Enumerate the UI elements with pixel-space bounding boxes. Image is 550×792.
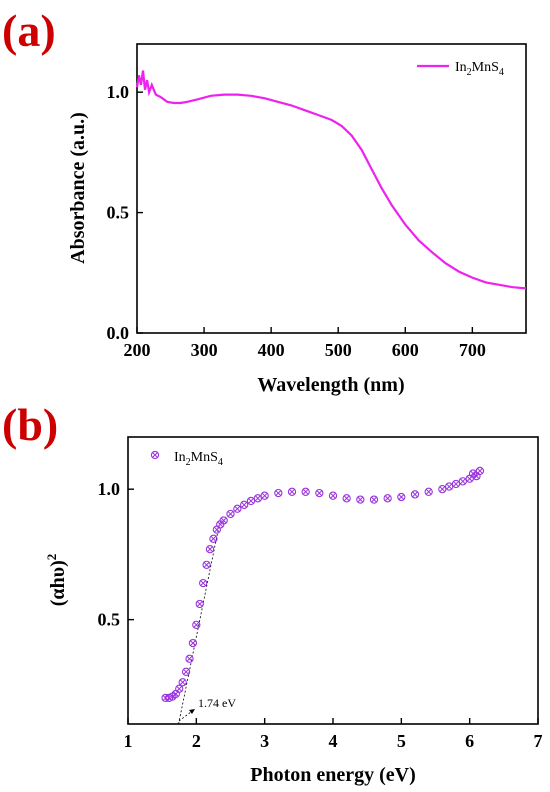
panel-b-data-point: [192, 620, 201, 630]
panel-b-data-point: [240, 500, 249, 509]
panel-b-y-tick-label: 0.5: [98, 610, 121, 630]
panel-b-data-point: [475, 466, 485, 476]
panel-b-x-axis: 1 2 3 4 5 6 7: [124, 718, 543, 751]
panel-b-data-point: [181, 667, 191, 676]
panel-a-y-tick-label: 0.5: [107, 203, 130, 223]
panel-a-x-tick-label: 400: [258, 340, 285, 360]
panel-b-x-tick-label: 2: [192, 731, 201, 751]
panel-a-plot-frame: [136, 43, 527, 334]
panel-a-x-tick-label: 200: [124, 340, 151, 360]
panel-b-data-point: [188, 638, 198, 648]
panel-b-data-point: [219, 516, 228, 525]
panel-b-x-tick-label: 6: [465, 731, 474, 751]
panel-b-data-point: [438, 485, 447, 494]
panel-b-data-point: [383, 494, 392, 503]
panel-b-bandgap-annotation: 1.74 eV: [178, 696, 236, 722]
panel-b-x-tick-label: 7: [534, 731, 543, 751]
panel-b-annotation-label: 1.74 eV: [198, 696, 236, 710]
panel-b-data-point: [465, 474, 474, 483]
panel-a-series-line: [135, 70, 527, 290]
panel-b-data-point: [342, 494, 351, 503]
panel-b-data-point: [233, 504, 242, 513]
panel-a-legend: In2MnS4: [417, 60, 504, 78]
panel-b-data-point: [209, 534, 218, 543]
panel-a-y-axis-title: Absorbance (a.u.): [67, 112, 89, 264]
panel-b-data-point: [424, 487, 433, 496]
panel-b-x-tick-label: 3: [260, 731, 269, 751]
panel-a-x-axis-title: Wavelength (nm): [257, 374, 404, 396]
panel-b-data-point: [260, 491, 269, 500]
panel-b-legend: In2MnS4: [150, 450, 223, 468]
panel-a-label: (a): [2, 5, 56, 56]
panel-b-legend-symbol: [150, 450, 160, 460]
panel-b-data-point: [175, 684, 184, 693]
panel-b-data-point: [458, 477, 467, 486]
panel-a-y-tick-label: 0.0: [107, 323, 130, 343]
panel-b-data-point: [226, 509, 235, 519]
panel-b-data-point: [185, 654, 194, 663]
panel-a-y-axis: 0.0 0.5 1.0: [107, 82, 143, 343]
panel-a-legend-label: In2MnS4: [455, 60, 504, 78]
panel-b-x-tick-label: 4: [329, 731, 338, 751]
panel-b-y-tick-label: 1.0: [98, 479, 121, 499]
panel-b-data-point: [445, 482, 454, 491]
panel-b-data-point: [253, 494, 262, 503]
panel-b-data-point: [397, 492, 406, 502]
panel-b-x-tick-label: 5: [397, 731, 406, 751]
panel-b-annotation-arrowhead: [189, 709, 195, 714]
panel-b-data-point: [202, 560, 211, 569]
panel-b-data-point: [410, 490, 420, 499]
panel-b-legend-label: In2MnS4: [174, 450, 223, 468]
panel-b-data-point: [195, 599, 204, 609]
panel-b-data-point: [274, 488, 283, 498]
panel-b-data-point: [246, 496, 256, 506]
panel-b-data-point: [369, 495, 379, 504]
panel-b-y-axis-title: (αhυ)2: [44, 554, 69, 607]
panel-b-data-point: [301, 487, 310, 496]
panel-a-x-axis: 200 300 400 500 600 700: [124, 327, 486, 360]
panel-b-data-point: [199, 578, 208, 588]
panel-b-data-point: [315, 488, 324, 498]
panel-b-data-point: [451, 479, 461, 489]
panel-b-data-point: [212, 525, 221, 534]
panel-b-data-point: [178, 678, 187, 687]
panel-b-tangent-line: [178, 523, 220, 725]
panel-b-data-point: [356, 495, 365, 504]
panel-a-x-tick-label: 300: [191, 340, 218, 360]
panel-a-y-tick-label: 1.0: [107, 82, 130, 102]
panel-b-x-axis-title: Photon energy (eV): [250, 764, 416, 786]
panel-a: (a) 200 300 400 500 600 700 0.0 0.5 1.0 Wavelen…: [2, 5, 527, 396]
panel-b-legend-marker: [150, 450, 160, 460]
panel-a-x-tick-label: 600: [392, 340, 419, 360]
panel-b-data-point: [205, 545, 215, 554]
panel-b-label: (b): [2, 399, 58, 450]
panel-b-data-points: [161, 466, 485, 703]
panel-b: (b) 1 2 3 4 5 6 7 0.5 1.0 1.74 eV Photon energy…: [2, 399, 543, 786]
panel-b-y-axis: 0.5 1.0: [98, 479, 134, 630]
panel-b-data-point: [287, 487, 297, 496]
panel-a-x-tick-label: 700: [459, 340, 486, 360]
panel-b-data-point: [328, 491, 338, 500]
panel-a-x-tick-label: 500: [325, 340, 352, 360]
panel-b-x-tick-label: 1: [124, 731, 133, 751]
